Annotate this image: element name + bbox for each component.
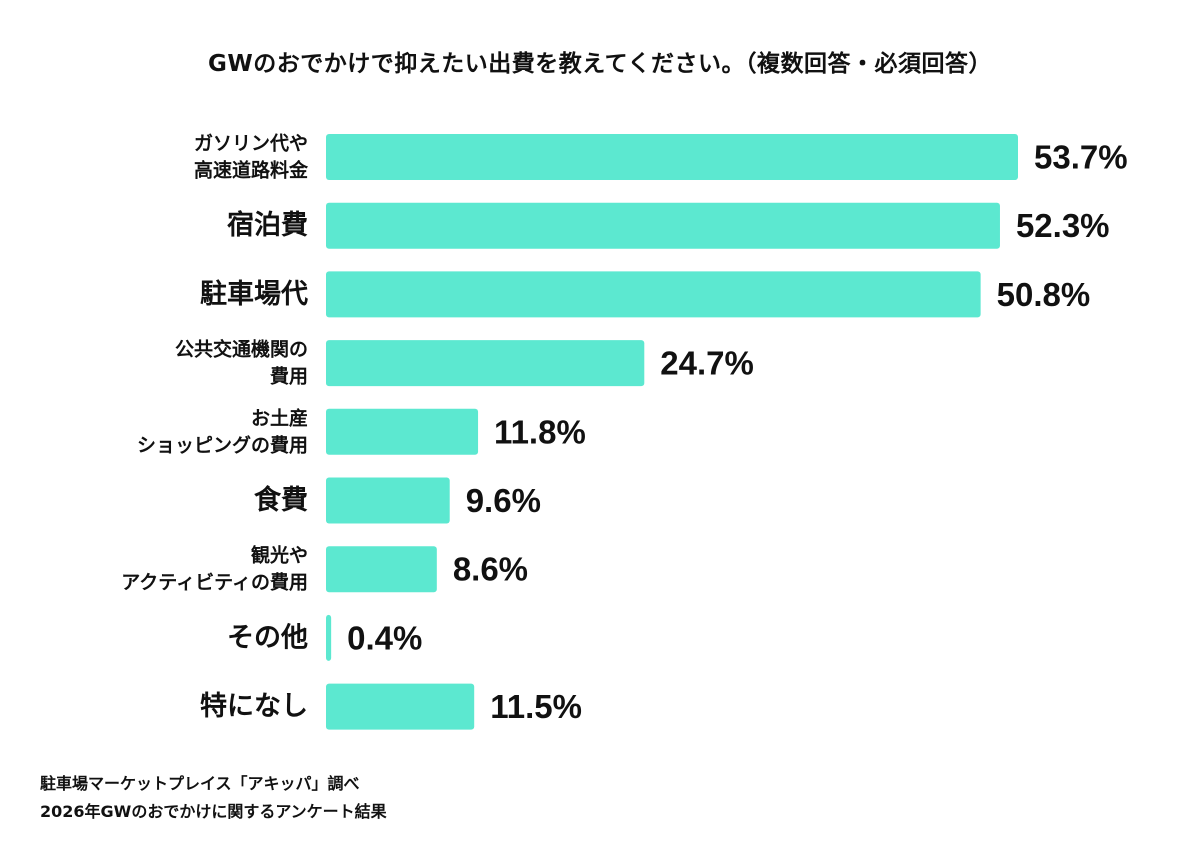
bar-1 xyxy=(326,202,1000,249)
category-label-7-0: その他 xyxy=(227,622,308,653)
category-label-6-0: 観光や xyxy=(251,544,308,567)
value-label-5: 9.6% xyxy=(466,482,541,519)
category-label-6-1: アクティビティの費用 xyxy=(121,571,308,594)
category-label-4-1: ショッピングの費用 xyxy=(137,433,308,456)
category-label-0-1: 高速道路料金 xyxy=(194,159,309,182)
bar-4 xyxy=(326,408,479,455)
category-label-4-0: お土産 xyxy=(251,406,308,429)
value-label-7: 0.4% xyxy=(347,619,422,656)
value-label-6: 8.6% xyxy=(453,551,528,588)
source-note: 駐車場マーケットプレイス「アキッパ」調べ 2026年GWのおでかけに関するアンケ… xyxy=(40,770,387,826)
bar-8 xyxy=(326,683,475,730)
bar-0 xyxy=(326,134,1018,180)
value-label-0: 53.7% xyxy=(1034,139,1128,176)
bar-2 xyxy=(326,271,981,318)
category-label-3-1: 費用 xyxy=(270,365,308,388)
chart-title: GWのおでかけで抑えたい出費を教えてください。（複数回答・必須回答） xyxy=(208,51,992,77)
bar-5 xyxy=(326,477,450,524)
category-label-3-0: 公共交通機関の xyxy=(175,338,308,361)
value-label-8: 11.5% xyxy=(490,688,582,725)
category-label-5-0: 食費 xyxy=(254,484,308,516)
category-label-8-0: 特になし xyxy=(200,691,308,722)
bar-6 xyxy=(326,546,437,593)
category-label-1-0: 宿泊費 xyxy=(227,209,308,241)
value-label-3: 24.7% xyxy=(660,345,754,382)
value-label-1: 52.3% xyxy=(1016,207,1110,244)
bar-7 xyxy=(326,614,332,661)
value-label-2: 50.8% xyxy=(997,276,1091,313)
bar-3 xyxy=(326,340,645,387)
category-label-2-0: 駐車場代 xyxy=(200,279,308,310)
source-line-1: 駐車場マーケットプレイス「アキッパ」調べ xyxy=(40,774,360,793)
value-label-4: 11.8% xyxy=(494,413,586,450)
source-line-2: 2026年GWのおでかけに関するアンケート結果 xyxy=(40,802,387,821)
category-label-0-0: ガソリン代や xyxy=(194,133,308,155)
